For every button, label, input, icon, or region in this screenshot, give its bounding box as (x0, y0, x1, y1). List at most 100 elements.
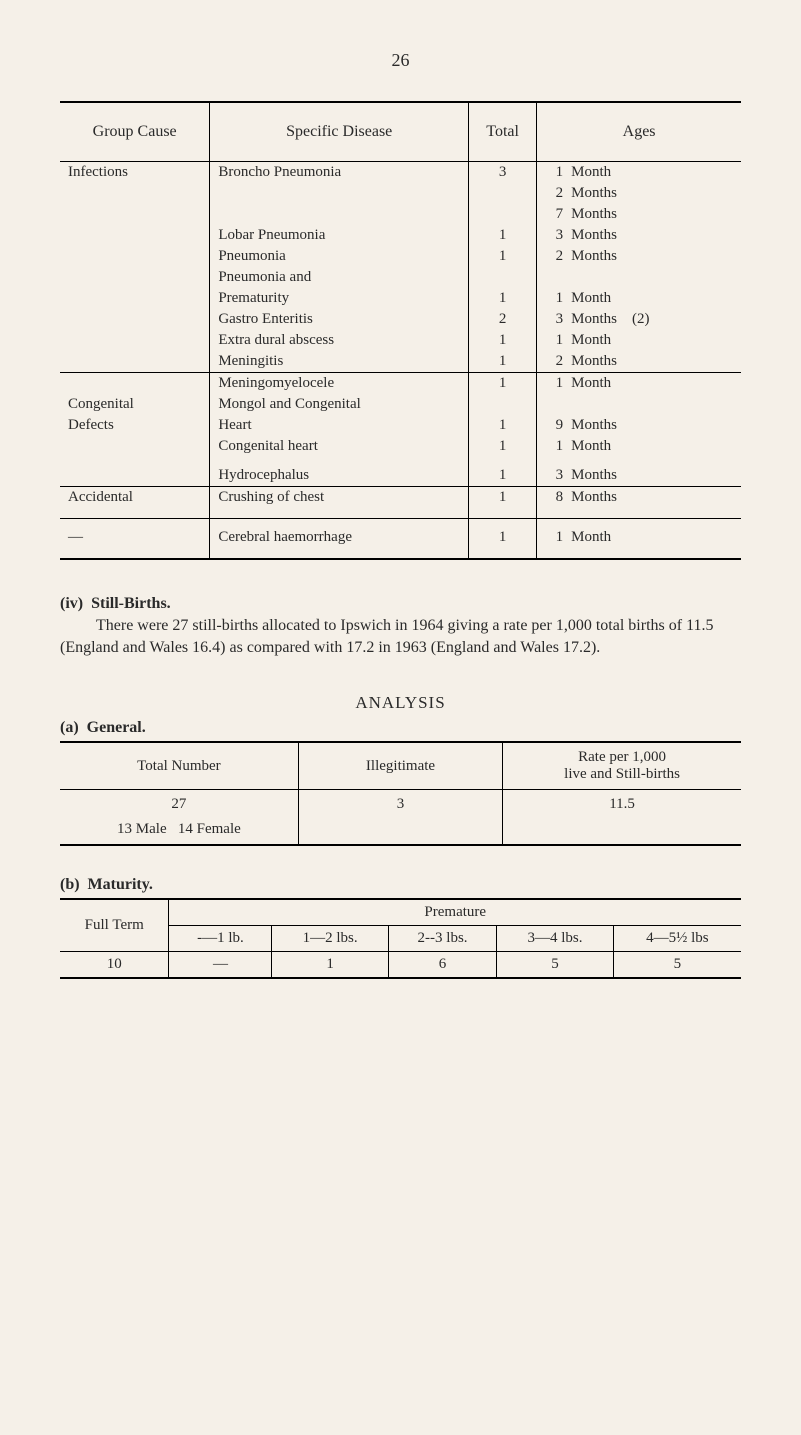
td-weight-value: 6 (388, 952, 496, 979)
td-disease: Gastro Enteritis (210, 309, 469, 330)
td-total (469, 204, 537, 225)
td-cause: Defects (60, 415, 210, 436)
td-full-term-value: 10 (60, 952, 169, 979)
td-cause: Infections (60, 162, 210, 184)
th-full-term: Full Term (60, 899, 169, 952)
td-disease: Meningitis (210, 351, 469, 373)
td-cause: — (60, 519, 210, 560)
td-total: 1 (469, 436, 537, 457)
maturity-table: Full Term Premature -—1 lb.1—2 lbs.2--3 … (60, 898, 741, 979)
causes-table: Group Cause Specific Disease Total Ages … (60, 101, 741, 560)
td-disease: Prematurity (210, 288, 469, 309)
td-total: 1 (469, 373, 537, 395)
td-ages: 3Months (537, 457, 741, 487)
td-cause (60, 288, 210, 309)
td-cause (60, 309, 210, 330)
td-disease: Meningomyelocele (210, 373, 469, 395)
td-weight-value: 5 (613, 952, 741, 979)
th-cause: Group Cause (60, 102, 210, 162)
td-ages (537, 267, 741, 288)
th-weight-range: -—1 lb. (169, 926, 272, 952)
td-cause: Congenital (60, 394, 210, 415)
td-cause (60, 436, 210, 457)
th-disease: Specific Disease (210, 102, 469, 162)
td-disease: Mongol and Congenital (210, 394, 469, 415)
td-total (469, 183, 537, 204)
td-ages: 2Months (537, 351, 741, 373)
td-rate: 11.5 (503, 790, 741, 846)
section-iv-title: Still-Births. (91, 595, 171, 612)
td-ages: 3Months (537, 225, 741, 246)
analysis-heading: ANALYSIS (60, 693, 741, 713)
section-iv-heading: (iv) Still-Births. (60, 595, 741, 613)
td-disease: Pneumonia (210, 246, 469, 267)
td-cause (60, 267, 210, 288)
td-ages: 9Months (537, 415, 741, 436)
th-weight-range: 1—2 lbs. (272, 926, 388, 952)
td-disease (210, 183, 469, 204)
td-total: 3 (469, 162, 537, 184)
td-disease: Cerebral haemorrhage (210, 519, 469, 560)
td-ages: 1Month (537, 330, 741, 351)
th-total: Total (469, 102, 537, 162)
td-disease: Crushing of chest (210, 487, 469, 519)
td-disease: Heart (210, 415, 469, 436)
td-total: 1 (469, 246, 537, 267)
td-ages (537, 394, 741, 415)
td-disease (210, 204, 469, 225)
td-ages: 8Months (537, 487, 741, 519)
td-cause (60, 457, 210, 487)
td-total: 1 (469, 487, 537, 519)
td-ages: 7Months (537, 204, 741, 225)
td-total: 1 (469, 457, 537, 487)
breakdown: 13 Male 14 Female (70, 821, 288, 838)
td-weight-value: 1 (272, 952, 388, 979)
sub-a-label: (a) General. (60, 719, 741, 737)
td-ages: 1Month (537, 162, 741, 184)
page-number: 26 (60, 50, 741, 71)
td-ages: 2Months (537, 183, 741, 204)
td-total (469, 394, 537, 415)
th-ages: Ages (537, 102, 741, 162)
td-ages: 1Month (537, 288, 741, 309)
td-total (469, 267, 537, 288)
td-total: 27 13 Male 14 Female (60, 790, 298, 846)
th-illegitimate: Illegitimate (298, 742, 502, 790)
th-weight-range: 4—5½ lbs (613, 926, 741, 952)
td-ages: 3Months (2) (537, 309, 741, 330)
td-cause (60, 183, 210, 204)
td-disease: Pneumonia and (210, 267, 469, 288)
td-total: 1 (469, 288, 537, 309)
td-ages: 1Month (537, 436, 741, 457)
td-weight-value: — (169, 952, 272, 979)
td-total: 1 (469, 415, 537, 436)
td-disease: Extra dural abscess (210, 330, 469, 351)
td-total: 1 (469, 519, 537, 560)
td-ages: 1Month (537, 373, 741, 395)
td-illegitimate: 3 (298, 790, 502, 846)
general-table: Total Number Illegitimate Rate per 1,000… (60, 741, 741, 846)
td-cause (60, 204, 210, 225)
td-cause (60, 330, 210, 351)
section-iv-num: (iv) (60, 595, 83, 612)
td-total: 1 (469, 225, 537, 246)
sub-b-label: (b) Maturity. (60, 876, 741, 894)
th-rate: Rate per 1,000 live and Still-births (503, 742, 741, 790)
td-ages: 1Month (537, 519, 741, 560)
td-ages: 2Months (537, 246, 741, 267)
td-cause (60, 225, 210, 246)
th-premature: Premature (169, 899, 741, 926)
td-cause: Accidental (60, 487, 210, 519)
td-cause (60, 246, 210, 267)
td-total: 1 (469, 351, 537, 373)
td-cause (60, 373, 210, 395)
th-total-number: Total Number (60, 742, 298, 790)
td-disease: Broncho Pneumonia (210, 162, 469, 184)
td-total: 1 (469, 330, 537, 351)
td-total: 2 (469, 309, 537, 330)
total-value: 27 (70, 796, 288, 813)
td-disease: Congenital heart (210, 436, 469, 457)
section-iv-body: There were 27 still-births allocated to … (60, 615, 741, 658)
td-disease: Hydrocephalus (210, 457, 469, 487)
th-weight-range: 2--3 lbs. (388, 926, 496, 952)
